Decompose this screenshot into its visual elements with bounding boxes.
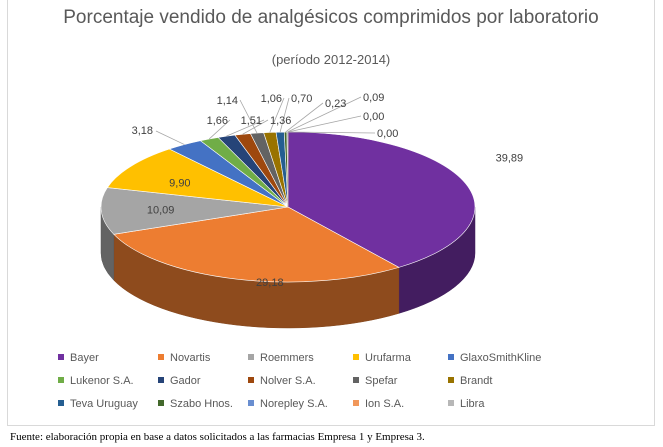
data-label-libra: 0,00 [377, 128, 398, 140]
legend-label: Ion S.A. [365, 398, 405, 410]
legend-item-libra: Libra [448, 398, 484, 410]
legend-swatch [158, 354, 164, 361]
legend-label: GlaxoSmithKline [460, 352, 542, 364]
legend-item-urufarma: Urufarma [353, 352, 411, 364]
leader-line-teva-uruguay [279, 97, 290, 133]
chart-frame [7, 0, 655, 426]
legend-swatch [448, 354, 454, 361]
legend-label: Gador [170, 375, 201, 387]
data-label-ion-s-a: 0,00 [363, 111, 384, 123]
legend-swatch [448, 400, 454, 407]
chart-title: Porcentaje vendido de analgésicos compri… [63, 7, 599, 28]
leader-line-nolver-s-a [242, 119, 269, 135]
legend-swatch [158, 377, 164, 384]
legend-item-lukenor-s-a: Lukenor S.A. [58, 375, 134, 387]
legend-swatch [353, 354, 359, 361]
legend-item-brandt: Brandt [448, 375, 492, 387]
data-label-bayer: 39,89 [496, 152, 524, 164]
legend-swatch [158, 400, 164, 407]
legend-item-glaxosmithkline: GlaxoSmithKline [448, 352, 541, 364]
legend-swatch [248, 377, 254, 384]
legend-item-ion-s-a: Ion S.A. [353, 398, 404, 410]
leader-line-szabo-hnos [285, 102, 324, 133]
legend-swatch [248, 354, 254, 361]
legend-label: Bayer [70, 352, 99, 364]
leader-line-gador [226, 119, 265, 137]
pie-top [100, 131, 476, 283]
legend-label: Szabo Hnos. [170, 398, 233, 410]
chart-subtitle: (período 2012-2014) [271, 52, 391, 67]
leader-line-libra [287, 131, 376, 134]
legend-item-norepley-s-a: Norepley S.A. [248, 398, 328, 410]
leader-line-glaxosmithkline [155, 130, 185, 145]
pie-slice-bayer [287, 131, 476, 268]
data-label-spefar: 1,14 [217, 95, 238, 107]
legend-label: Teva Uruguay [70, 398, 138, 410]
pie-slice-novartis [113, 206, 400, 283]
legend-swatch [448, 377, 454, 384]
data-label-teva-uruguay: 0,70 [291, 93, 312, 105]
data-label-glaxosmithkline: 3,18 [132, 125, 153, 137]
legend-label: Nolver S.A. [260, 375, 316, 387]
legend-item-szabo-hnos: Szabo Hnos. [158, 398, 233, 410]
legend-item-teva-uruguay: Teva Uruguay [58, 398, 138, 410]
data-label-roemmers: 10,09 [147, 204, 175, 216]
data-label-urufarma: 9,90 [169, 178, 190, 190]
data-label-lukenor-s-a: 1,66 [207, 115, 228, 127]
legend-label: Novartis [170, 352, 211, 364]
legend-swatch [353, 377, 359, 384]
leader-lines [155, 96, 376, 145]
legend-swatch [353, 400, 359, 407]
legend-swatch [58, 354, 64, 361]
data-label-szabo-hnos: 0,23 [325, 98, 346, 110]
legend-label: Libra [460, 398, 485, 410]
legend-swatch [58, 377, 64, 384]
leader-line-lukenor-s-a [208, 119, 231, 140]
legend-label: Urufarma [365, 352, 411, 364]
pie-slice-roemmers [100, 187, 289, 235]
data-labels: 39,89 29,18 10,09 9,90 3,18 1,66 1,51 1,36 1,14 1… [132, 92, 524, 289]
leader-line-spefar [239, 99, 258, 134]
legend-label: Norepley S.A. [260, 398, 328, 410]
legend-item-bayer: Bayer [58, 352, 99, 364]
legend-label: Roemmers [260, 352, 314, 364]
legend-label: Brandt [460, 375, 493, 387]
legend-swatch [58, 400, 64, 407]
pie-slice-urufarma [106, 148, 289, 208]
legend-label: Spefar [365, 375, 398, 387]
leader-line-brandt [269, 97, 285, 133]
legend-item-novartis: Novartis [158, 352, 210, 364]
data-label-novartis: 29,18 [256, 277, 284, 289]
leader-line-norepley-s-a [287, 96, 362, 133]
data-label-norepley-s-a: 0,09 [363, 92, 384, 104]
legend-swatch [248, 400, 254, 407]
legend-item-gador: Gador [158, 375, 201, 387]
legend-item-spefar: Spefar [353, 375, 397, 387]
data-label-gador: 1,51 [241, 115, 262, 127]
legend-label: Lukenor S.A. [70, 375, 134, 387]
legend-item-nolver-s-a: Nolver S.A. [248, 375, 316, 387]
legend-item-roemmers: Roemmers [248, 352, 314, 364]
data-label-nolver-s-a: 1,36 [270, 115, 291, 127]
source-note: Fuente: elaboración propia en base a dat… [10, 431, 425, 443]
leader-line-ion-s-a [287, 115, 362, 133]
data-label-brandt: 1,06 [261, 93, 282, 105]
